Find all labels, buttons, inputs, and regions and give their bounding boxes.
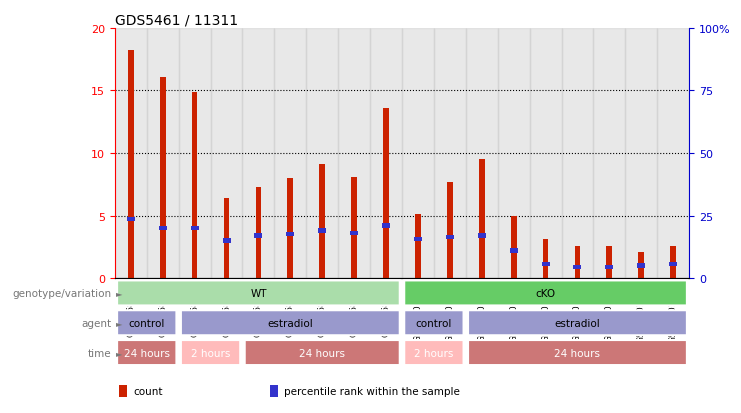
Bar bbox=[498, 29, 530, 278]
Bar bbox=[414, 237, 422, 242]
Bar bbox=[542, 240, 548, 278]
Text: cKO: cKO bbox=[536, 288, 556, 298]
Bar bbox=[402, 29, 434, 278]
Bar bbox=[159, 226, 167, 230]
Bar bbox=[625, 29, 657, 278]
Bar bbox=[190, 226, 199, 230]
Text: ►: ► bbox=[116, 289, 123, 298]
Bar bbox=[479, 160, 485, 278]
Bar bbox=[606, 246, 612, 278]
Bar bbox=[192, 93, 198, 278]
Bar bbox=[210, 29, 242, 278]
Bar bbox=[286, 233, 294, 237]
FancyBboxPatch shape bbox=[468, 340, 687, 365]
Bar bbox=[434, 29, 466, 278]
Bar bbox=[147, 29, 179, 278]
Text: 24 hours: 24 hours bbox=[124, 348, 170, 358]
Text: time: time bbox=[87, 348, 111, 358]
Bar bbox=[639, 252, 644, 278]
Bar bbox=[466, 29, 498, 278]
Bar bbox=[306, 29, 338, 278]
Text: control: control bbox=[129, 318, 165, 328]
Bar bbox=[510, 249, 518, 253]
Text: 24 hours: 24 hours bbox=[299, 348, 345, 358]
Bar bbox=[242, 29, 274, 278]
FancyBboxPatch shape bbox=[245, 340, 399, 365]
Bar bbox=[530, 29, 562, 278]
FancyBboxPatch shape bbox=[405, 311, 464, 335]
Bar bbox=[254, 234, 262, 238]
Bar bbox=[179, 29, 210, 278]
Bar bbox=[274, 29, 306, 278]
Text: 2 hours: 2 hours bbox=[191, 348, 230, 358]
Bar bbox=[383, 109, 389, 278]
Bar bbox=[351, 177, 357, 278]
FancyBboxPatch shape bbox=[181, 340, 240, 365]
Text: count: count bbox=[133, 386, 163, 396]
Bar bbox=[637, 264, 645, 268]
FancyBboxPatch shape bbox=[117, 311, 176, 335]
Text: 2 hours: 2 hours bbox=[414, 348, 453, 358]
Bar bbox=[288, 178, 293, 278]
Bar bbox=[256, 188, 262, 278]
Bar bbox=[119, 385, 127, 397]
Text: GDS5461 / 11311: GDS5461 / 11311 bbox=[115, 14, 238, 28]
Text: ►: ► bbox=[116, 348, 123, 357]
Bar bbox=[224, 199, 230, 278]
Text: control: control bbox=[416, 318, 452, 328]
Bar bbox=[669, 262, 677, 267]
Bar bbox=[594, 29, 625, 278]
Bar bbox=[128, 51, 133, 278]
Text: genotype/variation: genotype/variation bbox=[12, 288, 111, 298]
FancyBboxPatch shape bbox=[117, 281, 399, 306]
Bar bbox=[270, 385, 278, 397]
Bar bbox=[350, 231, 358, 236]
Bar bbox=[319, 165, 325, 278]
Bar bbox=[511, 216, 516, 278]
Text: percentile rank within the sample: percentile rank within the sample bbox=[284, 386, 460, 396]
Text: 24 hours: 24 hours bbox=[554, 348, 600, 358]
Bar bbox=[447, 182, 453, 278]
Bar bbox=[446, 235, 453, 240]
Bar bbox=[160, 78, 165, 278]
Bar bbox=[574, 265, 582, 269]
Text: agent: agent bbox=[81, 318, 111, 328]
Text: estradiol: estradiol bbox=[554, 318, 600, 328]
FancyBboxPatch shape bbox=[181, 311, 399, 335]
Text: estradiol: estradiol bbox=[268, 318, 313, 328]
FancyBboxPatch shape bbox=[405, 340, 464, 365]
Bar bbox=[415, 215, 421, 278]
Bar bbox=[671, 246, 676, 278]
Bar bbox=[338, 29, 370, 278]
Bar bbox=[222, 239, 230, 243]
Bar bbox=[574, 246, 580, 278]
Bar bbox=[562, 29, 594, 278]
Bar bbox=[115, 29, 147, 278]
FancyBboxPatch shape bbox=[468, 311, 687, 335]
Bar bbox=[370, 29, 402, 278]
Bar bbox=[542, 262, 550, 267]
Text: ►: ► bbox=[116, 318, 123, 328]
FancyBboxPatch shape bbox=[117, 340, 176, 365]
Bar bbox=[657, 29, 689, 278]
Bar bbox=[382, 224, 390, 228]
Bar bbox=[127, 218, 135, 222]
Bar bbox=[605, 265, 614, 269]
Bar bbox=[318, 229, 326, 233]
Text: WT: WT bbox=[250, 288, 267, 298]
FancyBboxPatch shape bbox=[405, 281, 687, 306]
Bar bbox=[478, 234, 486, 238]
